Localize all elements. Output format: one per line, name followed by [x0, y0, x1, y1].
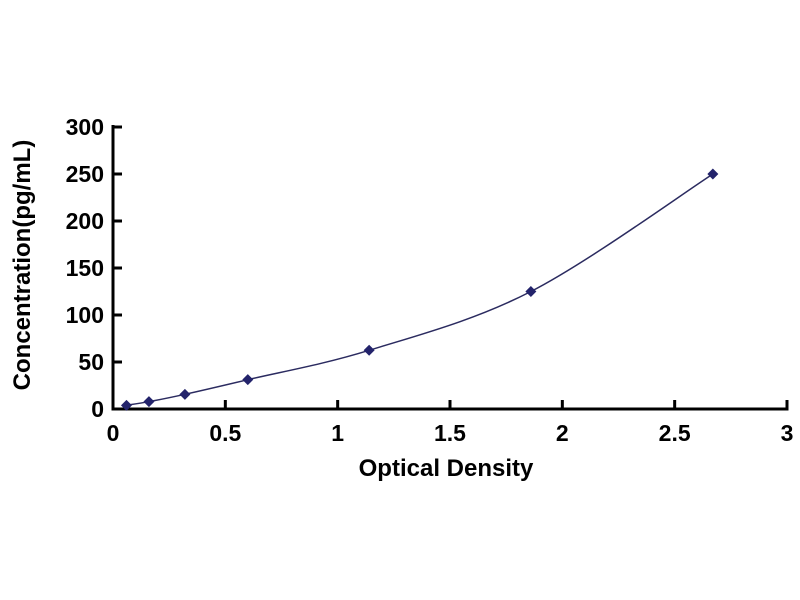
axis-ticks — [111, 125, 789, 411]
x-tick-label: 0 — [106, 420, 120, 446]
y-tick-label: 50 — [78, 349, 104, 375]
y-tick-label: 100 — [65, 302, 104, 328]
y-axis-title: Concentration(pg/mL) — [9, 139, 36, 391]
data-point-diamond — [242, 374, 254, 386]
data-point-diamond — [179, 388, 191, 400]
y-tick-label: 150 — [65, 255, 104, 281]
x-tick-label: 3 — [780, 420, 794, 446]
x-axis-title: Optical Density — [358, 455, 534, 482]
y-tick-label: 300 — [65, 114, 104, 140]
data-point-diamond — [120, 399, 132, 411]
x-tick-label: 1.5 — [434, 420, 466, 446]
standard-curve-line — [126, 173, 714, 407]
x-tick-label: 1 — [331, 420, 345, 446]
y-tick-label: 250 — [65, 161, 104, 187]
y-tick-label: 0 — [91, 396, 104, 422]
x-tick-label: 2 — [555, 420, 569, 446]
axes — [111, 125, 789, 411]
data-point-diamond — [363, 344, 375, 356]
data-point-diamond — [707, 168, 719, 180]
data-point-markers — [120, 168, 719, 411]
x-tick-label: 2.5 — [658, 420, 691, 446]
y-tick-label: 200 — [65, 208, 104, 234]
data-point-diamond — [143, 396, 155, 408]
x-tick-label: 0.5 — [209, 420, 242, 446]
data-point-diamond — [525, 286, 537, 297]
